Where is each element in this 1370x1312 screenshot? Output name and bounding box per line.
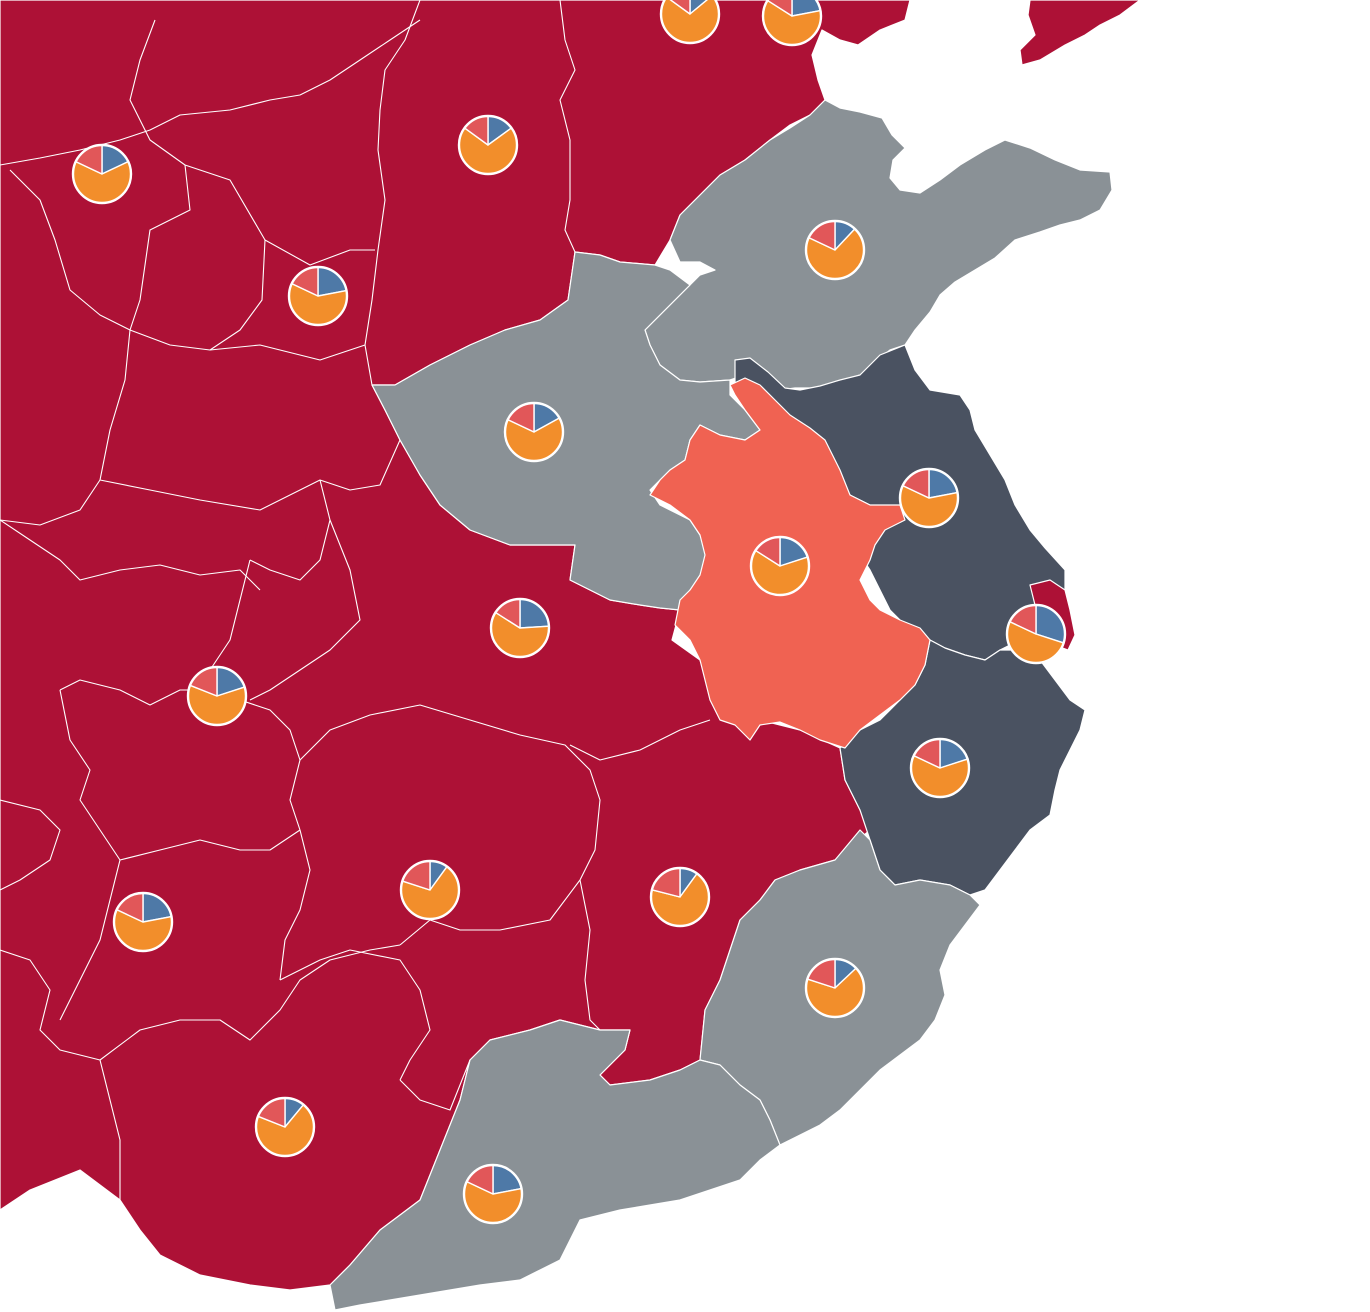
pie-zhejiang-outline	[909, 737, 971, 799]
province-borders	[0, 0, 711, 1200]
pie-shandong-outline	[804, 219, 866, 281]
pie-tianjin-outline	[761, 0, 823, 47]
pie-shanxi[interactable]	[457, 114, 519, 176]
pie-shanghai-outline	[1005, 603, 1067, 665]
region-liaoning[interactable]	[1019, 0, 1141, 66]
pie-fujian[interactable]	[804, 957, 866, 1019]
pie-ningxia[interactable]	[71, 143, 133, 205]
region-guangdong[interactable]	[329, 1019, 781, 1311]
region-henan[interactable]	[371, 251, 761, 611]
pie-guangdong-outline	[462, 1163, 524, 1225]
pie-anhui[interactable]	[749, 535, 811, 597]
pie-chart-layer	[71, 0, 1067, 1225]
pie-shaanxi-outline	[287, 265, 349, 327]
pie-shanxi-outline	[457, 114, 519, 176]
pie-hunan[interactable]	[399, 859, 461, 921]
pie-fujian-outline	[804, 957, 866, 1019]
pie-tianjin[interactable]	[761, 0, 823, 47]
pie-anhui-outline	[749, 535, 811, 597]
pie-shaanxi[interactable]	[287, 265, 349, 327]
pie-hunan-outline	[399, 859, 461, 921]
pie-henan[interactable]	[503, 401, 565, 463]
pie-henan-outline	[503, 401, 565, 463]
pie-guizhou[interactable]	[112, 891, 174, 953]
pie-jiangsu-outline	[898, 467, 960, 529]
pie-guangxi[interactable]	[254, 1096, 316, 1158]
pie-guangdong[interactable]	[462, 1163, 524, 1225]
pie-jiangxi[interactable]	[649, 866, 711, 928]
pie-ningxia-outline	[71, 143, 133, 205]
pie-zhejiang[interactable]	[909, 737, 971, 799]
pie-hubei[interactable]	[489, 597, 551, 659]
pie-beijing-outline	[659, 0, 721, 45]
pie-chongqing[interactable]	[186, 665, 248, 727]
pie-jiangxi-outline	[649, 866, 711, 928]
pie-beijing-red-slice	[669, 0, 691, 15]
pie-beijing[interactable]	[659, 0, 721, 45]
pie-shanghai[interactable]	[1005, 603, 1067, 665]
pie-hubei-outline	[489, 597, 551, 659]
pie-jiangsu[interactable]	[898, 467, 960, 529]
pie-chongqing-outline	[186, 665, 248, 727]
pie-guizhou-outline	[112, 891, 174, 953]
pie-guangxi-outline	[254, 1096, 316, 1158]
pie-shandong[interactable]	[804, 219, 866, 281]
